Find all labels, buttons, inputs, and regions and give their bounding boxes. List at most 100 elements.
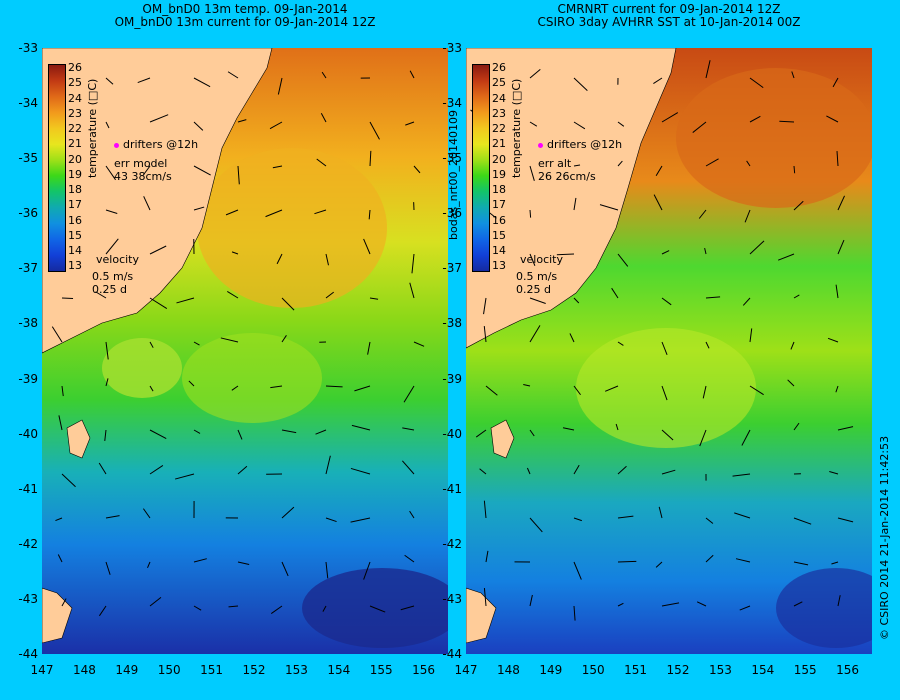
- latitude-tick-label: -43: [442, 591, 462, 606]
- latitude-tick-label: -38: [442, 316, 462, 331]
- current-vector: [369, 297, 379, 300]
- current-vector: [698, 209, 707, 219]
- current-vector: [836, 151, 839, 167]
- current-vector: [325, 385, 343, 388]
- current-vector: [350, 517, 371, 523]
- colorbar-tick: 16: [492, 213, 506, 227]
- current-vector: [149, 341, 154, 348]
- current-vector: [529, 429, 535, 437]
- colorbar-tick: 19: [68, 167, 82, 181]
- current-vector: [322, 605, 327, 612]
- current-vector: [573, 121, 586, 130]
- colorbar-tick: 17: [68, 198, 82, 212]
- current-vector: [529, 517, 543, 533]
- colorbar-tick: 21: [68, 137, 82, 151]
- current-vector: [739, 605, 751, 611]
- current-vector: [104, 429, 107, 442]
- longitude-tick-label: 154: [327, 663, 351, 677]
- longitude-tick-label: 147: [454, 663, 478, 677]
- current-vector: [526, 467, 531, 475]
- current-vector: [615, 423, 619, 431]
- current-vector: [369, 605, 386, 613]
- current-vector: [321, 71, 327, 79]
- current-vector: [325, 253, 329, 266]
- current-vector: [225, 209, 239, 216]
- longitude-tick-label: 153: [708, 663, 732, 677]
- current-vector: [702, 385, 707, 399]
- current-vector: [696, 601, 707, 607]
- colorbar-tick: 23: [68, 106, 82, 120]
- colorbar-tick: 25: [492, 76, 506, 90]
- current-vector: [699, 429, 707, 447]
- current-vector: [529, 297, 546, 304]
- current-vector: [837, 239, 845, 255]
- current-vector: [176, 297, 195, 304]
- current-vector: [529, 68, 541, 79]
- current-vector: [732, 473, 751, 477]
- current-vector: [98, 462, 107, 475]
- current-vector: [95, 291, 107, 299]
- current-vector: [705, 517, 714, 524]
- velocity-time: 0.25 d: [92, 283, 127, 296]
- current-vector: [573, 605, 576, 621]
- current-vector: [413, 341, 425, 347]
- current-vector: [831, 561, 839, 565]
- australia-mainland: [466, 48, 677, 349]
- current-vector: [149, 464, 164, 475]
- error-label: err model: [114, 157, 168, 170]
- current-vector: [573, 517, 582, 522]
- current-vector: [316, 158, 327, 167]
- longitude-tick-label: 150: [157, 663, 181, 677]
- current-vector: [193, 341, 200, 346]
- model-temperature-map: 26 25 24 23 22 21 20 19 18 17 16 15 14 13 temperature…: [42, 48, 448, 654]
- drifter-legend: drifters @12h err model 43 38cm/s: [114, 138, 198, 183]
- current-vector: [400, 605, 415, 611]
- colorbar-tick: 19: [492, 167, 506, 181]
- current-vector: [269, 121, 283, 130]
- latitude-tick-label: -41: [18, 481, 38, 496]
- left-panel-title: OM_bnD0 13m temp. 09-Jan-2014 OM_bnD0 13…: [42, 3, 448, 29]
- current-vector: [105, 238, 119, 255]
- current-vector: [704, 247, 707, 255]
- latitude-tick-label: -35: [442, 151, 462, 166]
- velocity-title: velocity: [520, 253, 563, 266]
- colorbar-tick: 25: [68, 76, 82, 90]
- current-vector: [661, 429, 674, 441]
- current-vector: [573, 77, 588, 92]
- current-vector: [529, 121, 538, 127]
- current-vectors: [48, 70, 425, 617]
- current-vector: [529, 253, 536, 266]
- current-vector: [227, 71, 239, 79]
- latitude-tick-label: -35: [18, 151, 38, 166]
- colorbar-tick: 15: [492, 228, 506, 242]
- current-vector: [105, 515, 120, 519]
- colorbar-title: temperature (□C): [86, 78, 99, 178]
- current-vector: [562, 427, 575, 431]
- current-vector: [617, 465, 627, 475]
- current-vector: [237, 561, 250, 565]
- current-vector: [529, 594, 533, 607]
- current-vector: [599, 204, 619, 211]
- current-vector: [744, 209, 751, 223]
- drifter-legend: drifters @12h err alt 26 26cm/s: [538, 138, 622, 183]
- current-vector: [57, 554, 63, 563]
- current-vector: [149, 385, 154, 392]
- current-vector: [617, 121, 625, 127]
- current-vector: [270, 605, 283, 614]
- current-vector: [228, 605, 239, 608]
- colorbar-tick: 13: [68, 259, 82, 273]
- latitude-tick-label: -37: [18, 261, 38, 276]
- current-vector: [749, 77, 764, 89]
- current-vector: [369, 121, 380, 140]
- current-vector: [149, 596, 162, 607]
- current-vector: [314, 209, 327, 215]
- current-vector: [705, 158, 719, 167]
- satellite-sst-map: 26 25 24 23 22 21 20 19 18 17 16 15 14 13 temperature…: [466, 48, 872, 654]
- colorbar-title: temperature (□C): [510, 78, 523, 178]
- current-vector: [325, 291, 335, 299]
- current-vector: [661, 297, 672, 306]
- current-vector: [281, 335, 287, 343]
- latitude-tick-label: -43: [18, 591, 38, 606]
- current-vector: [220, 337, 239, 343]
- velocity-legend: velocity 0.5 m/s 0.25 d: [516, 253, 563, 296]
